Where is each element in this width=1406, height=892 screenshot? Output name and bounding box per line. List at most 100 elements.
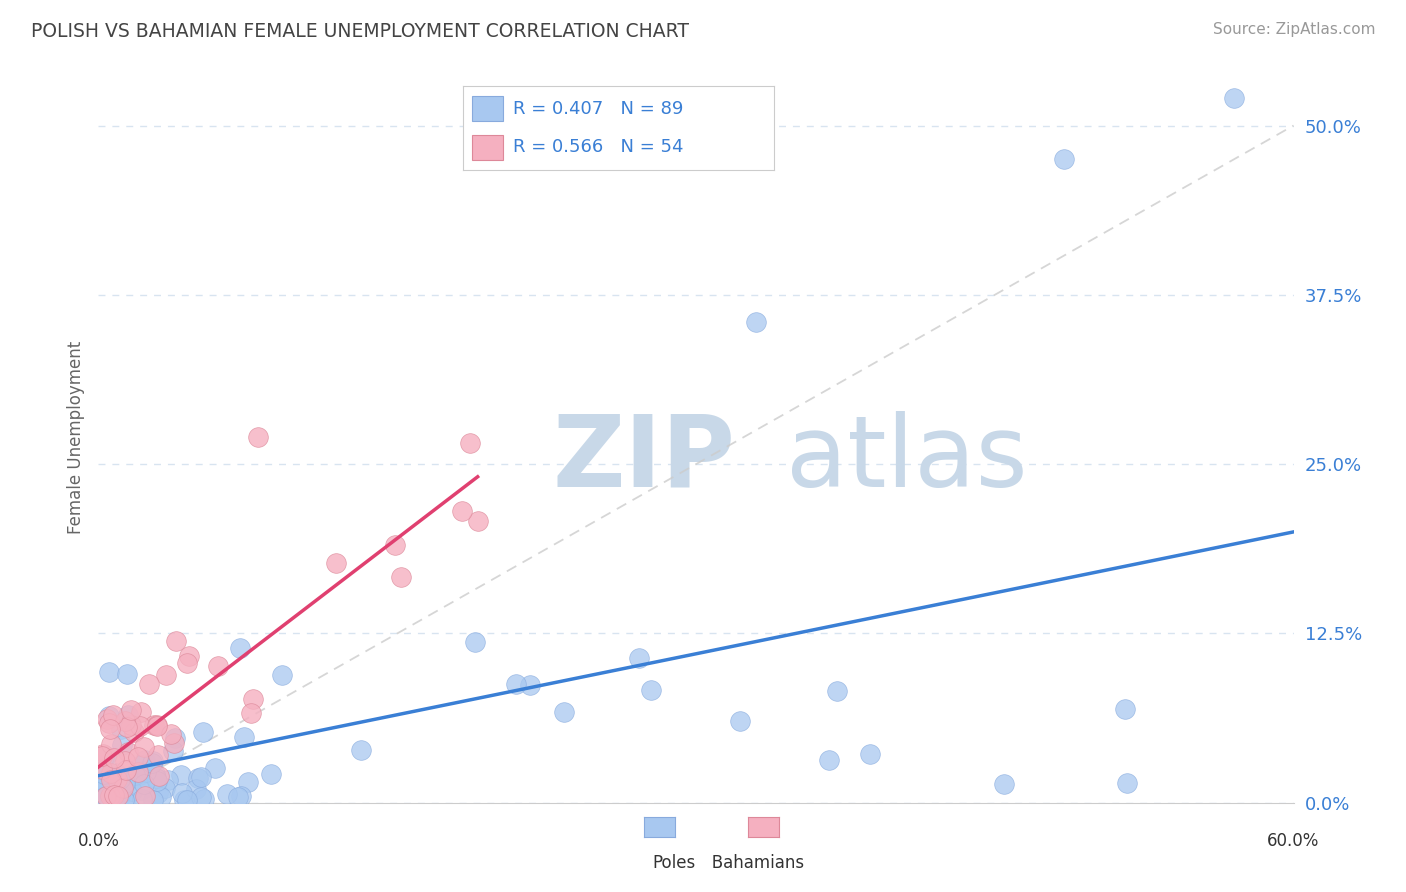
Point	[127, 750, 149, 764]
Point	[112, 781, 135, 796]
Point	[627, 651, 650, 665]
Point	[120, 718, 142, 732]
Point	[100, 772, 122, 787]
Point	[464, 634, 486, 648]
Text: ZIP: ZIP	[553, 410, 735, 508]
Point	[458, 436, 481, 450]
Point	[384, 538, 406, 552]
Point	[191, 724, 214, 739]
Point	[827, 684, 849, 698]
Text: POLISH VS BAHAMIAN FEMALE UNEMPLOYMENT CORRELATION CHART: POLISH VS BAHAMIAN FEMALE UNEMPLOYMENT C…	[31, 22, 689, 41]
Point	[117, 745, 139, 759]
Point	[728, 714, 751, 729]
Point	[176, 656, 198, 670]
Point	[505, 677, 527, 691]
Point	[818, 753, 841, 767]
Point	[93, 747, 115, 761]
Text: Bahamians: Bahamians	[696, 854, 804, 872]
Point	[165, 634, 187, 648]
Point	[131, 792, 153, 806]
Point	[176, 793, 198, 807]
Point	[100, 784, 122, 798]
Point	[150, 789, 173, 804]
Point	[148, 786, 170, 800]
Point	[91, 748, 114, 763]
Point	[162, 744, 184, 758]
Point	[1223, 91, 1246, 105]
Point	[155, 668, 177, 682]
Point	[117, 707, 139, 722]
Point	[93, 792, 115, 806]
Point	[859, 747, 882, 762]
Point	[111, 738, 134, 752]
Point	[93, 749, 115, 764]
Point	[97, 793, 120, 807]
Point	[155, 781, 177, 796]
Point	[103, 707, 125, 722]
Point	[108, 772, 131, 786]
Point	[173, 793, 195, 807]
Point	[134, 789, 156, 803]
Point	[98, 715, 121, 730]
Point	[146, 717, 169, 731]
Text: Source: ZipAtlas.com: Source: ZipAtlas.com	[1212, 22, 1375, 37]
Point	[993, 777, 1015, 791]
Point	[148, 769, 170, 783]
Point	[127, 765, 149, 780]
Point	[226, 790, 249, 805]
Point	[160, 726, 183, 740]
Point	[107, 789, 129, 803]
Point	[100, 789, 122, 803]
Point	[93, 780, 115, 795]
Point	[187, 771, 209, 785]
Point	[176, 792, 198, 806]
Point	[146, 774, 169, 789]
Point	[142, 793, 165, 807]
Point	[122, 768, 145, 782]
Point	[232, 730, 254, 744]
Point	[270, 668, 292, 682]
Point	[98, 722, 121, 736]
Point	[115, 720, 138, 734]
Point	[115, 763, 138, 777]
Point	[246, 430, 269, 444]
Point	[91, 748, 114, 763]
Point	[115, 793, 138, 807]
Point	[100, 765, 122, 780]
Point	[93, 781, 115, 796]
Point	[186, 781, 208, 796]
Point	[93, 789, 115, 804]
Point	[163, 736, 186, 750]
Point	[179, 648, 201, 663]
Point	[110, 723, 132, 737]
Point	[190, 790, 212, 805]
Point	[231, 789, 253, 804]
Point	[134, 753, 156, 767]
Point	[98, 665, 121, 680]
Point	[129, 705, 152, 719]
Point	[207, 659, 229, 673]
Point	[236, 774, 259, 789]
Point	[96, 712, 118, 726]
Point	[141, 756, 163, 770]
Point	[553, 706, 575, 720]
Point	[103, 751, 125, 765]
Text: 0.0%: 0.0%	[77, 832, 120, 850]
Point	[350, 742, 373, 756]
Point	[111, 780, 134, 794]
Point	[98, 789, 121, 803]
Point	[112, 793, 135, 807]
Point	[93, 776, 115, 790]
Point	[242, 691, 264, 706]
Point	[103, 774, 125, 789]
Point	[138, 676, 160, 690]
Point	[114, 755, 136, 769]
Point	[146, 748, 169, 763]
Point	[519, 678, 541, 692]
Text: Poles: Poles	[652, 854, 696, 872]
Point	[120, 703, 142, 717]
Point	[121, 783, 143, 797]
Point	[745, 315, 768, 329]
Point	[260, 767, 283, 781]
Point	[143, 766, 166, 780]
